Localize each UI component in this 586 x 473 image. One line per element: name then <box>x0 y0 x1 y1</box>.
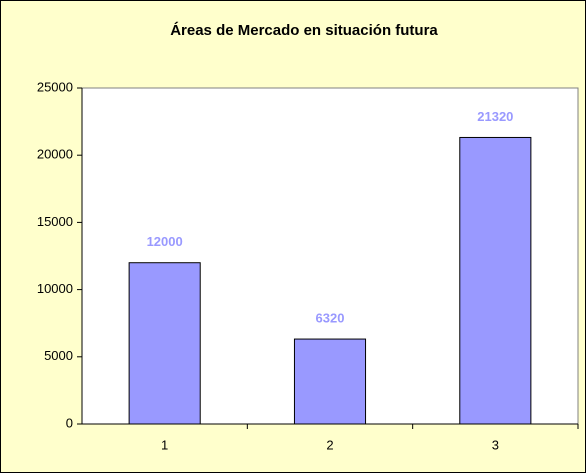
y-tick-label: 20000 <box>37 147 73 162</box>
data-label: 12000 <box>147 234 183 249</box>
data-label: 6320 <box>316 310 345 325</box>
x-tick-label: 2 <box>326 437 333 452</box>
y-tick-label: 15000 <box>37 214 73 229</box>
bar <box>459 136 532 425</box>
x-tick-label: 3 <box>492 437 499 452</box>
y-tick-label: 25000 <box>37 79 73 94</box>
y-tick-label: 5000 <box>44 348 73 363</box>
data-label: 21320 <box>477 109 513 124</box>
y-tick-label: 10000 <box>37 281 73 296</box>
x-tick-label: 1 <box>161 437 168 452</box>
bar <box>128 262 201 425</box>
bar <box>293 338 367 425</box>
chart-title: Áreas de Mercado en situación futura <box>170 22 438 39</box>
y-tick-label: 0 <box>66 415 73 430</box>
